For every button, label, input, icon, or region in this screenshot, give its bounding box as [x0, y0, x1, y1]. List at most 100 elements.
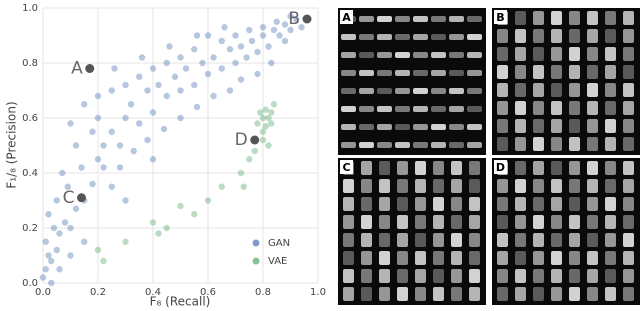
- sample-thumb: [551, 269, 562, 283]
- sample-thumb: [431, 52, 446, 58]
- sample-thumb: [395, 124, 410, 130]
- sample-thumb: [359, 70, 374, 76]
- point: [108, 87, 115, 94]
- point: [177, 114, 184, 122]
- point: [163, 224, 170, 232]
- sample-thumb: [469, 269, 480, 283]
- sample-thumb: [551, 233, 562, 247]
- sample-thumb: [515, 161, 526, 175]
- sample-thumb: [569, 83, 580, 97]
- panel-label: C: [342, 161, 350, 174]
- sample-thumb: [497, 179, 508, 193]
- point: [45, 252, 52, 259]
- sample-thumb: [551, 29, 562, 43]
- sample-thumb: [379, 269, 390, 283]
- point: [48, 279, 55, 287]
- sample-thumb: [605, 11, 616, 25]
- sample-thumb: [569, 47, 580, 61]
- sample-thumb: [467, 106, 482, 112]
- sample-thumb: [533, 47, 544, 61]
- sample-thumb: [551, 65, 562, 79]
- x-tick-label: 0.2: [90, 287, 106, 298]
- point: [78, 164, 85, 171]
- sample-thumb: [431, 106, 446, 112]
- y-tick-label: 0.0: [22, 278, 38, 289]
- sample-thumb: [587, 47, 598, 61]
- point: [191, 211, 198, 218]
- sample-thumb: [605, 215, 616, 229]
- sample-thumb: [361, 251, 372, 265]
- sample-thumb: [467, 16, 482, 22]
- y-axis-label: F₁/₈ (Precision): [5, 101, 19, 188]
- sample-thumb: [451, 215, 462, 229]
- sample-thumb: [533, 269, 544, 283]
- point: [273, 18, 280, 25]
- sample-thumb: [569, 119, 580, 133]
- sample-thumb: [587, 215, 598, 229]
- sample-thumb: [451, 287, 462, 301]
- panel-label-box: [340, 10, 353, 24]
- sample-thumb: [497, 233, 508, 247]
- sample-thumb: [605, 251, 616, 265]
- sample-thumb: [623, 83, 634, 97]
- sample-thumb: [451, 251, 462, 265]
- sample-thumb: [377, 106, 392, 112]
- sample-thumb: [623, 179, 634, 193]
- point: [276, 32, 283, 39]
- sample-thumb: [515, 119, 526, 133]
- sample-thumb: [449, 16, 464, 22]
- point: [262, 106, 269, 113]
- sample-thumb: [515, 83, 526, 97]
- point: [48, 257, 55, 265]
- sample-thumb: [497, 65, 508, 79]
- point: [237, 76, 245, 83]
- point: [67, 224, 74, 232]
- sample-thumb: [515, 197, 526, 211]
- sample-thumb: [497, 29, 508, 43]
- x-tick-label: 0.4: [145, 287, 161, 298]
- sample-thumb: [605, 119, 616, 133]
- point: [248, 37, 256, 45]
- point: [149, 219, 157, 226]
- sample-thumb: [433, 269, 444, 283]
- sample-thumb: [533, 119, 544, 133]
- sample-thumb: [449, 142, 464, 148]
- sample-thumb: [379, 251, 390, 265]
- point: [221, 24, 228, 31]
- sample-thumb: [533, 233, 544, 247]
- point: [265, 142, 272, 149]
- sample-thumb: [359, 34, 374, 40]
- sample-thumb: [395, 70, 410, 76]
- sample-thumb: [623, 233, 634, 247]
- y-tick-label: 0.8: [22, 58, 38, 69]
- point: [237, 169, 245, 177]
- point: [210, 92, 217, 100]
- point: [45, 211, 52, 218]
- sample-thumb: [397, 215, 408, 229]
- point: [191, 46, 198, 53]
- panel-label-box: [494, 10, 507, 24]
- point: [42, 266, 49, 273]
- sample-thumb: [569, 179, 580, 193]
- sample-thumb: [467, 88, 482, 94]
- point: [298, 24, 305, 31]
- sample-thumb: [361, 197, 372, 211]
- sample-thumb: [605, 83, 616, 97]
- point: [42, 238, 49, 245]
- point: [226, 46, 234, 53]
- point: [89, 180, 96, 188]
- sample-thumb: [497, 83, 508, 97]
- sample-thumb: [431, 142, 446, 148]
- point: [254, 48, 261, 56]
- sample-thumb: [623, 11, 634, 25]
- point: [67, 252, 74, 259]
- point: [254, 120, 261, 127]
- sample-thumb: [341, 88, 356, 94]
- sample-thumb: [533, 83, 544, 97]
- sample-thumb: [605, 137, 616, 151]
- point: [257, 109, 264, 116]
- sample-thumb: [569, 233, 580, 247]
- sample-thumb: [379, 233, 390, 247]
- annotation-label: A: [71, 59, 83, 79]
